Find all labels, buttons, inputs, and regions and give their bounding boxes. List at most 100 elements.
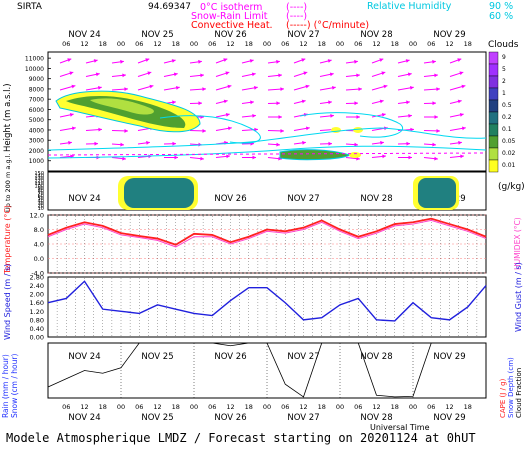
bottom-hour-tick: 12 xyxy=(372,403,380,411)
precip-day-label: NOV 29 xyxy=(433,352,465,362)
low-day-label: NOV 26 xyxy=(214,194,246,204)
colorbar-swatch xyxy=(489,76,498,88)
coordinate-label: 94.69347 xyxy=(148,2,191,12)
colorbar-label: 0.05 xyxy=(502,138,516,145)
top-hour-tick: 12 xyxy=(372,40,380,48)
colorbar-swatch xyxy=(489,88,498,100)
top-day-label: NOV 27 xyxy=(287,30,319,40)
top-day-label: NOV 24 xyxy=(68,30,100,40)
top-hour-tick: 06 xyxy=(427,40,435,48)
top-hour-tick: 12 xyxy=(226,40,234,48)
fog-layer xyxy=(124,178,194,208)
bottom-hour-tick: 12 xyxy=(226,403,234,411)
height-ytick: 7000 xyxy=(29,97,44,104)
height-ytick: 9000 xyxy=(29,76,44,83)
top-hour-tick: 00 xyxy=(263,40,271,48)
precip-day-label: NOV 27 xyxy=(287,352,319,362)
bottom-hour-tick: 18 xyxy=(99,403,107,411)
low-ylabel: Up to 200 m a.g.l. xyxy=(4,153,12,212)
top-day-label: NOV 28 xyxy=(360,30,392,40)
precip-day-label: NOV 28 xyxy=(360,352,392,362)
precip-day-label: NOV 25 xyxy=(141,352,173,362)
top-day-label: NOV 25 xyxy=(141,30,173,40)
top-hour-tick: 00 xyxy=(336,40,344,48)
wind-ytick: 0.80 xyxy=(30,316,44,324)
colorbar-swatch xyxy=(489,160,498,172)
top-hour-tick: 00 xyxy=(117,40,125,48)
top-hour-tick: 12 xyxy=(445,40,453,48)
bottom-hour-tick: 12 xyxy=(80,403,88,411)
wind-ytick: 1.20 xyxy=(30,308,44,316)
colorbar-title: Clouds xyxy=(488,40,519,50)
top-hour-tick: 12 xyxy=(153,40,161,48)
height-ytick: 5000 xyxy=(29,117,44,124)
precip-day-label: NOV 24 xyxy=(68,352,100,362)
wind-ytick: 0.40 xyxy=(30,325,44,333)
colorbar-label: 2 xyxy=(502,78,506,85)
colorbar-label: 5 xyxy=(502,66,506,73)
cloudfraction-ylabel: Cloud Fraction xyxy=(515,368,523,418)
colorbar-label: 0.2 xyxy=(502,114,512,121)
bottom-hour-tick: 18 xyxy=(391,403,399,411)
bottom-hour-tick: 06 xyxy=(354,403,362,411)
colorbar-swatch xyxy=(489,148,498,160)
precip-day-label: NOV 26 xyxy=(214,352,246,362)
forecast-footer: Modele Atmospherique LMDZ / Forecast sta… xyxy=(6,431,476,445)
wind-ytick: 0.00 xyxy=(30,334,44,342)
colorbar-unit: (g/kg) xyxy=(498,182,525,192)
cloud-layer xyxy=(349,152,361,158)
wind-ytick: 2.00 xyxy=(30,291,44,299)
top-hour-tick: 06 xyxy=(135,40,143,48)
colorbar-label: 9 xyxy=(502,54,506,61)
wind-ytick: 2.80 xyxy=(30,274,44,282)
height-ytick: 10000 xyxy=(25,66,44,73)
bottom-hour-tick: 00 xyxy=(336,403,344,411)
top-hour-tick: 06 xyxy=(281,40,289,48)
temperature-ytick: 0.0 xyxy=(34,255,44,263)
temperature-ytick: 8.0 xyxy=(34,226,44,234)
rain-ylabel: Rain (mm / hour) xyxy=(1,354,10,418)
wind-ytick: 1.60 xyxy=(30,299,44,307)
site-label: SIRTA xyxy=(17,2,43,12)
top-hour-tick: 18 xyxy=(464,40,472,48)
cape-ylabel: CAPE (J / g) xyxy=(499,378,507,418)
bottom-day-label: NOV 27 xyxy=(287,413,319,423)
bottom-hour-tick: 18 xyxy=(318,403,326,411)
top-day-label: NOV 29 xyxy=(433,30,465,40)
top-hour-tick: 06 xyxy=(208,40,216,48)
height-ytick: 4000 xyxy=(29,127,44,134)
temperature-ytick: 4.0 xyxy=(34,241,44,249)
top-hour-tick: 12 xyxy=(299,40,307,48)
rh-legend: Relative Humidity 90 % 60 % xyxy=(367,1,513,22)
colorbar-swatch xyxy=(489,136,498,148)
bottom-hour-tick: 18 xyxy=(172,403,180,411)
temperature-ytick: 12.0 xyxy=(30,212,44,220)
rh-legend-label: Relative Humidity xyxy=(367,1,452,12)
colorbar-swatch xyxy=(489,124,498,136)
top-day-label: NOV 26 xyxy=(214,30,246,40)
rh-legend-value-60: 60 % xyxy=(489,11,513,22)
humidex-ylabel: HUMIDEX (°C) xyxy=(513,217,522,270)
colorbar-swatch xyxy=(489,100,498,112)
colorbar-swatch xyxy=(489,64,498,76)
bottom-day-label: NOV 28 xyxy=(360,413,392,423)
colorbar-label: 1 xyxy=(502,90,506,97)
bottom-hour-tick: 06 xyxy=(62,403,70,411)
bottom-hour-tick: 06 xyxy=(427,403,435,411)
height-ytick: 2000 xyxy=(29,148,44,155)
bottom-hour-tick: 06 xyxy=(135,403,143,411)
colorbar-swatch xyxy=(489,112,498,124)
colorbar-label: 0.1 xyxy=(502,126,512,133)
low-day-label: NOV 28 xyxy=(360,194,392,204)
top-hour-tick: 06 xyxy=(354,40,362,48)
bottom-day-label: NOV 24 xyxy=(68,413,100,423)
snowdepth-ylabel: Snow Depth (cm) xyxy=(507,357,515,418)
height-ytick: 8000 xyxy=(29,86,44,93)
colorbar-label: 0.02 xyxy=(502,150,516,157)
bottom-day-label: NOV 26 xyxy=(214,413,246,423)
snow-ylabel: Snow (cm / hour) xyxy=(10,354,19,418)
wind-panel-frame xyxy=(48,277,486,337)
bottom-hour-tick: 06 xyxy=(208,403,216,411)
